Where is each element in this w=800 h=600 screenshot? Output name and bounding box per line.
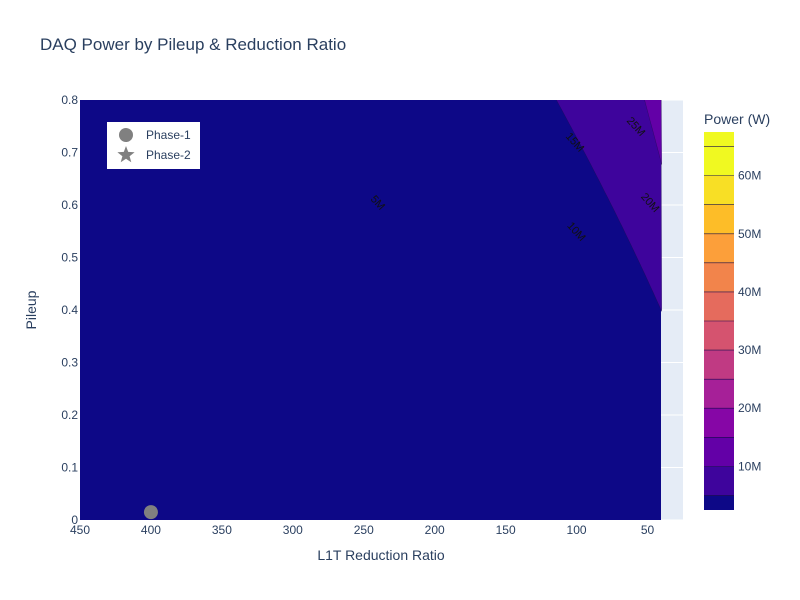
colorbar-band-1	[704, 466, 734, 496]
colorbar-band-12	[704, 146, 734, 176]
colorbar-tick-label: 50M	[738, 227, 761, 241]
y-tick-label: 0.7	[61, 146, 78, 160]
y-tick-label: 0.8	[61, 93, 78, 107]
colorbar-band-13	[704, 132, 734, 147]
colorbar-band-6	[704, 321, 734, 351]
contour-band-8	[80, 74, 662, 90]
data-markers	[143, 505, 158, 520]
x-tick-label: 350	[212, 523, 232, 537]
legend-label-phase2: Phase-2	[146, 148, 191, 162]
legend-marker-phase2	[117, 146, 135, 163]
x-tick-label: 400	[141, 523, 161, 537]
y-tick-label: 0.1	[61, 461, 78, 475]
contour-band-1	[556, 100, 662, 312]
x-tick-label: 450	[70, 523, 90, 537]
x-tick-label: 250	[354, 523, 374, 537]
contour-band-4	[80, 74, 662, 90]
legend-marker-phase1	[119, 128, 133, 142]
contour-band-11	[80, 74, 662, 90]
legend[interactable]: Phase-1 Phase-2	[107, 122, 200, 169]
x-tick-label: 150	[496, 523, 516, 537]
colorbar-tick-label: 60M	[738, 169, 761, 183]
x-tick-label: 50	[641, 523, 655, 537]
legend-label-phase1: Phase-1	[146, 128, 191, 142]
colorbar-band-4	[704, 379, 734, 409]
contour-band-6	[80, 74, 662, 90]
colorbar-band-5	[704, 350, 734, 380]
x-axis-ticks: 450 400 350 300 250 200 150 100 50	[70, 523, 655, 537]
colorbar-title: Power (W)	[704, 111, 770, 127]
contour-band-12	[80, 74, 662, 90]
marker-phase1[interactable]	[143, 505, 158, 520]
contour-bands	[80, 74, 662, 520]
colorbar-band-2	[704, 437, 734, 467]
x-axis-title: L1T Reduction Ratio	[317, 547, 445, 563]
x-tick-label: 300	[283, 523, 303, 537]
colorbar-band-9	[704, 233, 734, 263]
y-tick-label: 0	[71, 513, 78, 527]
y-tick-label: 0.6	[61, 198, 78, 212]
contour-band-5	[80, 74, 662, 90]
colorbar-band-10	[704, 204, 734, 234]
y-axis-ticks: 0 0.1 0.2 0.3 0.4 0.5 0.6 0.7 0.8	[61, 93, 78, 527]
contour-band-7	[80, 74, 662, 90]
colorbar-band-7	[704, 291, 734, 321]
contour-band-13	[80, 74, 662, 90]
y-tick-label: 0.2	[61, 408, 78, 422]
y-tick-label: 0.5	[61, 251, 78, 265]
contour-band-9	[80, 74, 662, 90]
colorbar-tick-label: 10M	[738, 459, 761, 473]
colorbar: Power (W) 10M 20M 30M 40M 50M 60M	[704, 111, 770, 510]
y-tick-label: 0.3	[61, 356, 78, 370]
colorbar-bands	[704, 132, 734, 510]
y-tick-label: 0.4	[61, 303, 78, 317]
x-tick-label: 100	[567, 523, 587, 537]
colorbar-band-11	[704, 175, 734, 205]
colorbar-band-0	[704, 495, 734, 510]
colorbar-ticks: 10M 20M 30M 40M 50M 60M	[738, 169, 761, 474]
y-axis-title: Pileup	[23, 290, 39, 329]
colorbar-band-8	[704, 262, 734, 292]
colorbar-tick-label: 20M	[738, 401, 761, 415]
contour-band-0	[80, 100, 661, 520]
x-tick-label: 200	[425, 523, 445, 537]
colorbar-tick-label: 40M	[738, 285, 761, 299]
contour-band-10	[80, 74, 662, 90]
contour-band-2	[644, 100, 662, 165]
chart-title: DAQ Power by Pileup & Reduction Ratio	[40, 35, 346, 54]
contour-band-3	[80, 74, 662, 90]
colorbar-band-3	[704, 408, 734, 438]
colorbar-tick-label: 30M	[738, 343, 761, 357]
